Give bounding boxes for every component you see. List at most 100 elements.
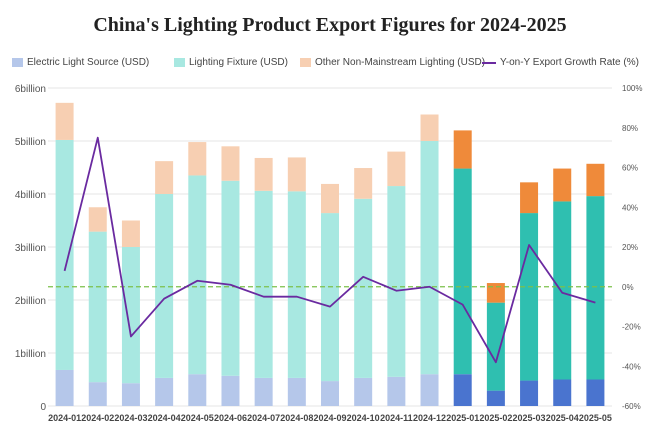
bar-segment-light-source <box>155 377 174 406</box>
bar-segment-fixture <box>188 175 207 375</box>
x-tick-label: 2024-09 <box>313 413 346 423</box>
x-tick-label: 2025-03 <box>513 413 546 423</box>
legend-label: Other Non-Mainstream Lighting (USD) <box>315 57 486 68</box>
legend-swatch <box>300 58 311 67</box>
bar-segment-fixture <box>155 194 174 378</box>
bar-segment-fixture <box>520 213 539 381</box>
bar-segment-light-source <box>586 379 605 406</box>
bar-segment-other <box>55 102 74 140</box>
legend-item: Lighting Fixture (USD) <box>174 57 288 68</box>
y-right-tick-label: 20% <box>622 243 638 252</box>
bar-segment-fixture <box>354 198 373 378</box>
bar-segment-other <box>420 114 439 141</box>
bar-segment-light-source <box>121 383 140 406</box>
bar-segment-light-source <box>553 379 572 406</box>
bar-segment-other <box>188 142 207 176</box>
bar-segment-other <box>486 283 505 303</box>
x-tick-label: 2024-04 <box>148 413 181 423</box>
x-tick-label: 2024-07 <box>247 413 280 423</box>
x-tick-label: 2024-02 <box>81 413 114 423</box>
x-tick-label: 2024-05 <box>181 413 214 423</box>
legend-swatch <box>12 58 23 67</box>
bar-segment-other <box>88 207 107 232</box>
y-left-tick-label: 6billion <box>15 84 46 95</box>
y-left-tick-label: 2billion <box>15 296 46 307</box>
bar-segment-other <box>387 151 406 187</box>
x-tick-label: 2024-01 <box>48 413 81 423</box>
bar-segment-fixture <box>287 191 306 378</box>
y-right-tick-label: -20% <box>622 323 641 332</box>
x-tick-label: 2024-03 <box>114 413 147 423</box>
legend-label: Y-on-Y Export Growth Rate (%) <box>500 57 639 68</box>
growth-rate-line <box>63 136 596 364</box>
bar-segment-fixture <box>387 186 406 377</box>
legend-item: Other Non-Mainstream Lighting (USD) <box>300 57 485 68</box>
x-tick-label: 2024-12 <box>413 413 446 423</box>
x-tick-label: 2024-06 <box>214 413 247 423</box>
legend-label: Lighting Fixture (USD) <box>189 57 288 68</box>
bar-segment-fixture <box>486 302 505 391</box>
bar-segment-light-source <box>254 377 273 406</box>
bar-segment-light-source <box>221 375 240 406</box>
legend-item: Electric Light Source (USD) <box>12 57 149 68</box>
bar-segment-light-source <box>188 374 207 406</box>
bar-segment-fixture <box>553 201 572 380</box>
bar-segment-light-source <box>387 376 406 406</box>
y-left-tick-label: 4billion <box>15 190 46 201</box>
bar-segment-light-source <box>321 381 339 406</box>
bar-segment-light-source <box>354 377 373 406</box>
bar-segment-fixture <box>221 180 240 376</box>
bar-segment-other <box>221 146 240 181</box>
x-tick-label: 2024-08 <box>280 413 313 423</box>
bar-segment-light-source <box>88 382 107 406</box>
bar-segment-other <box>354 168 373 199</box>
bar-segment-fixture <box>586 196 605 380</box>
y-right-tick-label: 0% <box>622 283 634 292</box>
x-tick-label: 2025-02 <box>479 413 512 423</box>
legend-swatch <box>174 58 185 67</box>
legend-item: Y-on-Y Export Growth Rate (%) <box>482 57 639 68</box>
bar-segment-other <box>553 168 572 202</box>
x-tick-label: 2025-04 <box>546 413 579 423</box>
bar-segment-fixture <box>254 190 273 378</box>
x-tick-label: 2024-11 <box>380 413 413 423</box>
bar-segment-light-source <box>453 374 472 406</box>
x-tick-label: 2025-01 <box>446 413 479 423</box>
bar-segment-other <box>520 182 539 214</box>
y-left-tick-label: 0 <box>40 402 46 413</box>
chart-title: China's Lighting Product Export Figures … <box>93 14 567 36</box>
legend-swatch <box>482 61 496 64</box>
bar-segment-other <box>155 161 174 194</box>
bar-segment-light-source <box>520 380 539 406</box>
bar-segment-fixture <box>420 141 439 375</box>
y-left-tick-label: 3billion <box>15 243 46 254</box>
y-right-tick-label: 100% <box>622 84 642 93</box>
bar-segment-other <box>321 183 339 214</box>
x-tick-label: 2025-05 <box>579 413 612 423</box>
y-right-tick-label: 80% <box>622 124 638 133</box>
bar-segment-light-source <box>287 377 306 406</box>
bar-segment-fixture <box>121 247 140 384</box>
y-left-tick-label: 5billion <box>15 137 46 148</box>
x-tick-label: 2024-10 <box>347 413 380 423</box>
bar-segment-other <box>254 157 273 191</box>
bar-segment-light-source <box>420 374 439 406</box>
y-right-tick-label: -60% <box>622 402 641 411</box>
y-right-tick-label: 40% <box>622 203 638 212</box>
bar-segment-fixture <box>88 231 107 383</box>
y-left-tick-label: 1billion <box>15 349 46 360</box>
bar-segment-other <box>287 157 306 192</box>
bar-segment-other <box>453 130 472 169</box>
y-right-tick-label: -40% <box>622 362 641 371</box>
y-right-tick-label: 60% <box>622 164 638 173</box>
bar-segment-other <box>121 220 140 247</box>
bar-segment-fixture <box>55 139 74 370</box>
bar-segment-fixture <box>321 213 339 382</box>
bar-segment-fixture <box>453 168 472 375</box>
bar-segment-other <box>586 163 605 197</box>
legend: Electric Light Source (USD) Lighting Fixt… <box>12 57 652 71</box>
legend-label: Electric Light Source (USD) <box>27 57 150 68</box>
bar-segment-light-source <box>55 369 74 406</box>
bar-segment-light-source <box>486 390 505 406</box>
